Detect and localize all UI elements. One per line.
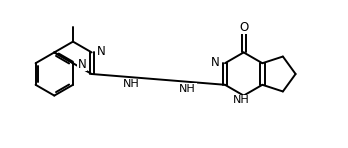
Text: N: N bbox=[78, 58, 87, 71]
Text: NH: NH bbox=[233, 95, 250, 106]
Text: NH: NH bbox=[179, 84, 196, 94]
Text: NH: NH bbox=[123, 79, 140, 89]
Text: O: O bbox=[239, 21, 248, 34]
Text: N: N bbox=[97, 45, 105, 58]
Text: N: N bbox=[211, 56, 220, 69]
